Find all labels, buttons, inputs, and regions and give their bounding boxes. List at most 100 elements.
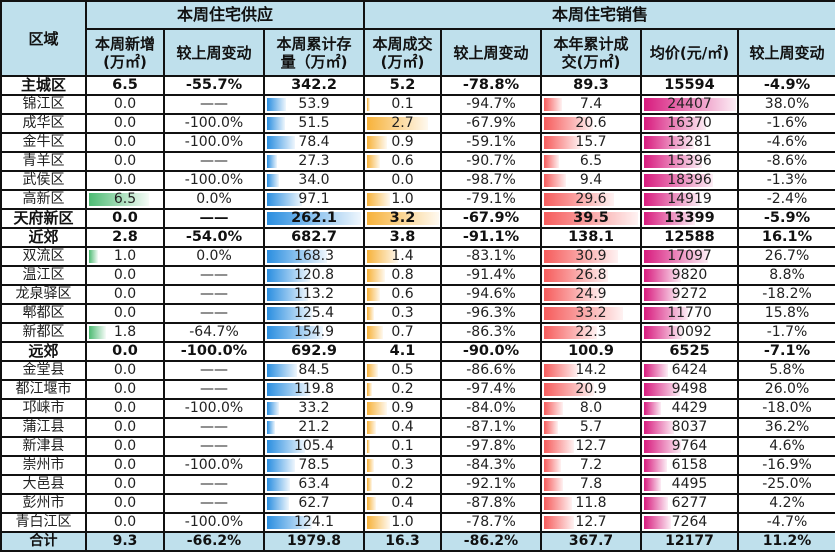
cell-supply-change: —— [163,493,265,514]
cell-price-change: -5.9% [736,208,835,229]
cell-price-change: -7.1% [736,341,835,362]
cell-weekly-deal: 0.4 [363,493,442,514]
cell-avg-price: 6277 [640,493,739,514]
cell-price-change: 26.7% [736,246,835,267]
cell-name: 都江堰市 [0,379,87,400]
cell-ytd-deal: 9.4 [540,170,642,191]
cell-price-change: -18.2% [736,284,835,305]
cell-avg-price: 7264 [640,512,739,533]
data-bar [267,155,277,168]
cell-inventory: 78.4 [263,132,365,153]
data-bar [644,326,682,339]
cell-weekly-deal: 0.3 [363,303,442,324]
cell-deal-change: -67.9% [440,208,542,229]
cell-deal-change: -67.9% [440,113,542,134]
cell-supply-change: -100.0% [163,512,265,533]
cell-weekly-deal: 0.0 [363,170,442,191]
cell-ytd-deal: 20.9 [540,379,642,400]
cell-ytd-deal: 367.7 [540,531,642,552]
table-row: 邛崃市 0.0 -100.0% 33.2 0.9 -84.0% 8.0 4429 -18.0% [0,398,835,419]
cell-inventory: 105.4 [263,436,365,457]
cell-inventory: 168.3 [263,246,365,267]
cell-new-supply: 0.0 [85,265,165,286]
data-bar [367,326,383,339]
table-row: 双流区 1.0 0.0% 168.3 1.4 -83.1% 30.9 17097 26.7% [0,246,835,267]
data-bar [644,459,667,472]
cell-name: 崇州市 [0,455,87,476]
cell-supply-change: 0.0% [163,189,265,210]
table-row: 崇州市 0.0 -100.0% 78.5 0.3 -84.3% 7.2 6158 -16.9% [0,455,835,476]
cell-ytd-deal: 5.7 [540,417,642,438]
data-bar [544,174,566,187]
cell-weekly-deal: 3.2 [363,208,442,229]
data-bar [644,212,695,225]
table-row: 主城区 6.5 -55.7% 342.2 5.2 -78.8% 89.3 15594 -4.9% [0,75,835,96]
cell-ytd-deal: 39.5 [540,208,642,229]
cell-supply-change: —— [163,379,265,400]
cell-inventory: 27.3 [263,151,365,172]
cell-weekly-deal: 0.2 [363,474,442,495]
cell-new-supply: 6.5 [85,189,165,210]
cell-supply-change: —— [163,417,265,438]
data-bar [644,269,681,282]
table-row: 金牛区 0.0 -100.0% 78.4 0.9 -59.1% 15.7 13281 -4.6% [0,132,835,153]
cell-avg-price: 8037 [640,417,739,438]
data-bar [544,497,572,510]
cell-supply-change: -100.0% [163,341,265,362]
data-bar [367,383,372,396]
data-bar [644,478,661,491]
cell-price-change: 8.8% [736,265,835,286]
cell-inventory: 84.5 [263,360,365,381]
cell-price-change: 11.2% [736,531,835,552]
table-row: 天府新区 0.0 —— 262.1 3.2 -67.9% 39.5 13399 -5.9% [0,208,835,229]
data-bar [367,421,376,434]
supply-change-header: 较上周变动 [163,28,265,77]
cell-price-change: -25.0% [736,474,835,495]
cell-name: 蒲江县 [0,417,87,438]
cell-inventory: 34.0 [263,170,365,191]
data-bar [644,307,688,320]
data-bar [644,364,668,377]
data-bar [267,402,279,415]
cell-ytd-deal: 26.8 [540,265,642,286]
cell-avg-price: 24407 [640,94,739,115]
cell-name: 新津县 [0,436,87,457]
cell-avg-price: 4495 [640,474,739,495]
cell-deal-change: -94.6% [440,284,542,305]
table-row: 近郊 2.8 -54.0% 682.7 3.8 -91.1% 138.1 12588 16.1% [0,227,835,248]
cell-avg-price: 10092 [640,322,739,343]
data-bar [367,364,378,377]
data-bar [267,364,297,377]
data-bar [367,307,374,320]
data-bar [367,250,398,263]
cell-new-supply: 6.5 [85,75,165,96]
cell-ytd-deal: 8.0 [540,398,642,419]
region-header: 区域 [0,0,87,77]
data-bar [644,155,702,168]
cell-supply-change: -100.0% [163,170,265,191]
data-bar [544,269,608,282]
data-bar [644,98,736,111]
cell-ytd-deal: 30.9 [540,246,642,267]
cell-deal-change: -90.0% [440,341,542,362]
data-bar [367,497,376,510]
cell-price-change: 16.1% [736,227,835,248]
cell-avg-price: 15594 [640,75,739,96]
cell-supply-change: —— [163,265,265,286]
cell-deal-change: -97.8% [440,436,542,457]
data-bar [544,288,603,301]
cell-ytd-deal: 6.5 [540,151,642,172]
cell-avg-price: 9498 [640,379,739,400]
cell-new-supply: 0.0 [85,132,165,153]
data-bar [267,288,308,301]
data-bar [544,478,563,491]
cell-deal-change: -86.3% [440,322,542,343]
data-bar [267,478,290,491]
data-bar [544,402,563,415]
cell-price-change: -4.7% [736,512,835,533]
cell-weekly-deal: 16.3 [363,531,442,552]
sales-group-header: 本周住宅销售 [362,0,835,30]
cell-supply-change: -100.0% [163,113,265,134]
table-row: 青羊区 0.0 —— 27.3 0.6 -90.7% 6.5 15396 -8.6% [0,151,835,172]
